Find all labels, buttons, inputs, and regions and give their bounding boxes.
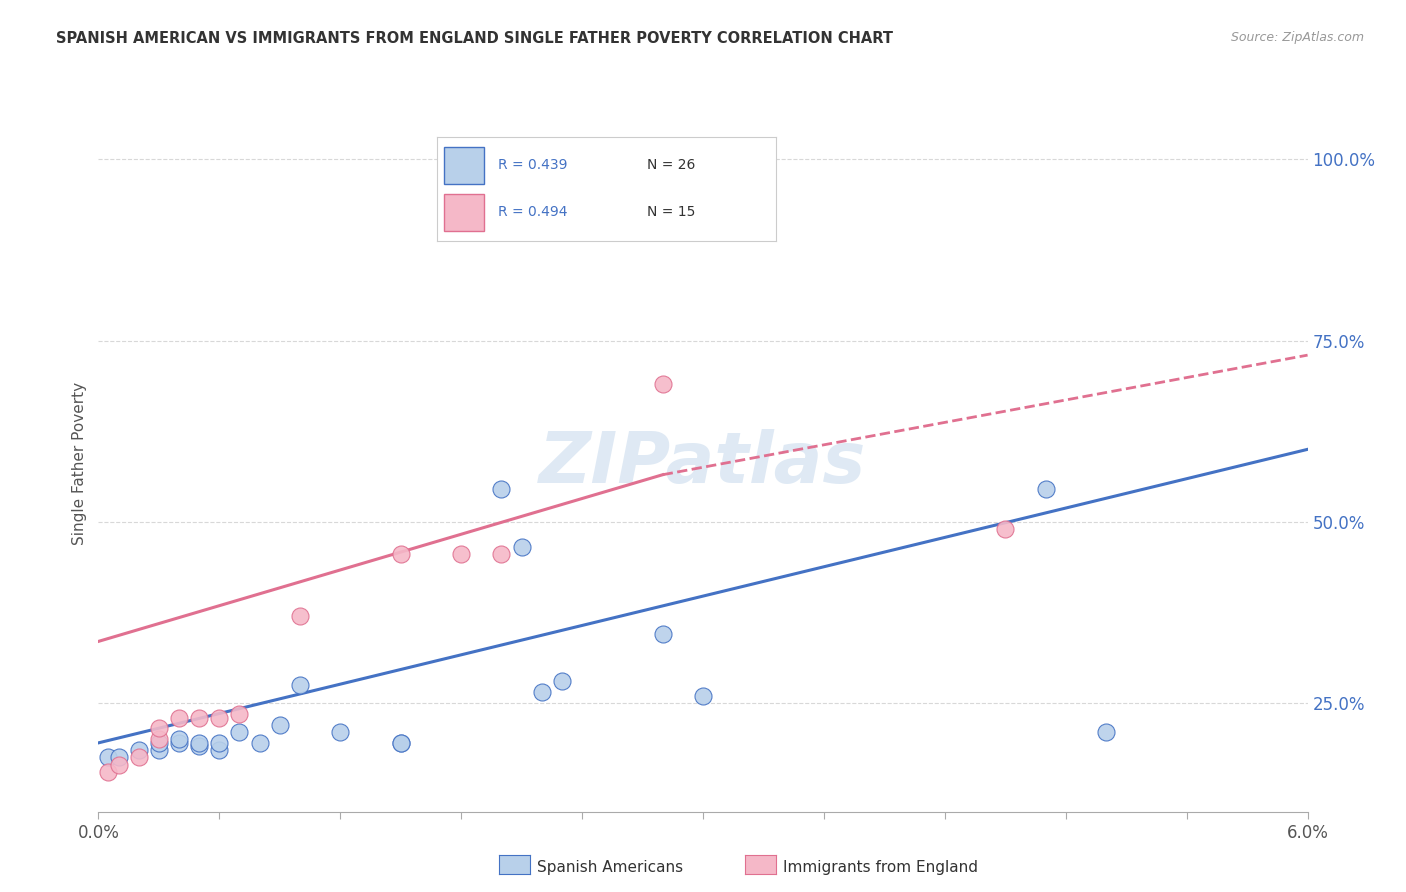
Point [551, 674, 574, 689]
Point [128, 743, 150, 757]
Point [389, 736, 412, 750]
Point [228, 725, 250, 739]
Text: SPANISH AMERICAN VS IMMIGRANTS FROM ENGLAND SINGLE FATHER POVERTY CORRELATION CH: SPANISH AMERICAN VS IMMIGRANTS FROM ENGL… [56, 31, 893, 46]
Point [491, 548, 513, 562]
Point [389, 736, 412, 750]
Point [651, 627, 673, 641]
Text: ZIPatlas: ZIPatlas [540, 429, 866, 499]
Point [491, 482, 513, 496]
Point [107, 750, 129, 764]
Point [188, 710, 211, 724]
Point [249, 736, 271, 750]
Point [1035, 482, 1057, 496]
Point [288, 609, 311, 624]
Point [148, 736, 170, 750]
Text: Spanish Americans: Spanish Americans [537, 860, 683, 874]
Point [450, 548, 472, 562]
Point [510, 540, 533, 554]
Point [651, 377, 673, 392]
Y-axis label: Single Father Poverty: Single Father Poverty [72, 383, 87, 545]
Point [128, 750, 150, 764]
Point [167, 710, 190, 724]
Point [389, 548, 412, 562]
Point [148, 743, 170, 757]
Point [269, 717, 291, 731]
Point [188, 736, 211, 750]
Point [1095, 725, 1118, 739]
Point [288, 678, 311, 692]
Point [692, 689, 714, 703]
Point [329, 725, 352, 739]
Point [994, 522, 1017, 536]
Point [188, 739, 211, 754]
Point [208, 743, 231, 757]
Point [97, 764, 120, 779]
Point [148, 722, 170, 736]
Point [97, 750, 120, 764]
Point [208, 736, 231, 750]
Point [208, 710, 231, 724]
Point [167, 736, 190, 750]
Point [107, 757, 129, 772]
Point [148, 732, 170, 747]
Text: Immigrants from England: Immigrants from England [783, 860, 979, 874]
Point [167, 732, 190, 747]
Point [228, 706, 250, 721]
Text: Source: ZipAtlas.com: Source: ZipAtlas.com [1230, 31, 1364, 45]
Point [530, 685, 553, 699]
